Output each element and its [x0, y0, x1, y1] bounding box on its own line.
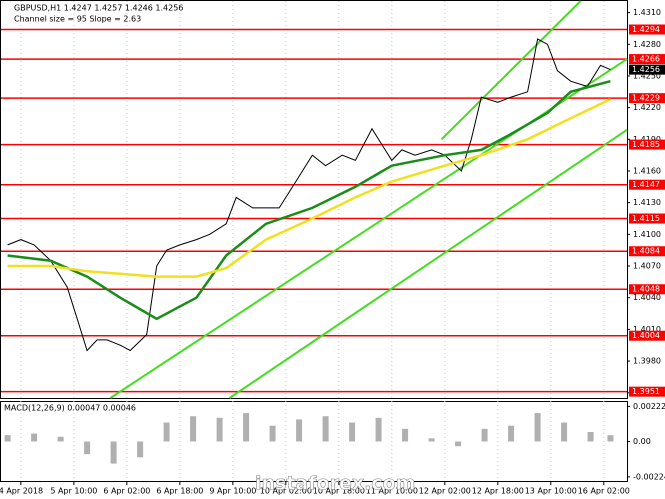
x-tick-label: 13 Apr 10:00 — [525, 487, 577, 496]
macd-bar — [190, 416, 197, 442]
level-box — [629, 330, 665, 341]
x-tick-label: 5 Apr 10:00 — [50, 487, 97, 496]
macd-bar — [110, 441, 117, 464]
level-box — [629, 179, 665, 190]
current-price-box — [629, 64, 665, 75]
x-tick-label: 16 Apr 02:00 — [578, 487, 630, 496]
level-label: 1.4266 — [632, 55, 660, 64]
price-line — [7, 38, 611, 352]
price-line — [7, 79, 611, 321]
macd-bar — [137, 441, 144, 458]
macd-bar — [322, 416, 329, 442]
y-tick-label: 0.00222 — [633, 402, 665, 411]
x-tick-label: 11 Apr 10:00 — [366, 487, 418, 496]
chart-title: GBPUSD,H1 1.4247 1.4257 1.4246 1.4256 — [14, 4, 183, 13]
y-tick-label: 1.4130 — [633, 198, 661, 207]
x-tick-label: 6 Apr 02:00 — [103, 487, 150, 496]
x-tick-label: 12 Apr 02:00 — [419, 487, 471, 496]
y-tick-label: 1.4070 — [633, 262, 661, 271]
y-tick-label: 0.00 — [633, 437, 651, 446]
macd-bar — [375, 417, 382, 442]
current-price-label: 1.4256 — [632, 65, 660, 74]
macd-bar — [508, 425, 515, 442]
level-label: 1.4048 — [632, 285, 660, 294]
macd-bar — [84, 441, 91, 455]
y-tick-label: 1.4190 — [633, 135, 661, 144]
y-tick-label: 1.4310 — [633, 8, 661, 17]
level-box — [629, 93, 665, 104]
macd-title: MACD(12,26,9) 0.00047 0.00046 — [4, 404, 136, 413]
level-box — [629, 284, 665, 295]
y-tick-label: 1.4010 — [633, 325, 661, 334]
level-box — [629, 24, 665, 35]
x-tick-label: 12 Apr 18:00 — [472, 487, 524, 496]
level-box — [629, 213, 665, 224]
macd-bar — [607, 435, 614, 442]
macd-bar — [243, 413, 250, 442]
y-tick-label: 1.4160 — [633, 166, 661, 175]
macd-bar — [57, 436, 64, 442]
y-tick-label: -0.00224 — [633, 472, 665, 481]
macd-bar — [349, 422, 356, 442]
macd-bar — [402, 428, 409, 442]
macd-bar — [4, 435, 11, 442]
macd-bar — [481, 428, 488, 442]
macd-frame — [0, 401, 628, 482]
channel-line — [440, 0, 582, 141]
macd-bar — [428, 438, 435, 442]
x-tick-label: 4 Apr 2018 — [0, 487, 43, 496]
macd-bar — [561, 422, 568, 442]
x-tick-label: 10 Apr 18:00 — [313, 487, 365, 496]
x-tick-label: 10 Apr 02:00 — [260, 487, 312, 496]
level-box — [629, 139, 665, 150]
macd-bar — [31, 433, 38, 442]
chart-subtitle: Channel size = 95 Slope = 2.63 — [14, 15, 141, 24]
y-tick-label: 1.4250 — [633, 71, 661, 80]
level-box — [629, 54, 665, 65]
level-label: 1.4084 — [632, 247, 660, 256]
macd-bar — [216, 417, 223, 442]
macd-bar — [534, 413, 541, 442]
level-label: 1.4229 — [632, 94, 660, 103]
level-label: 1.4147 — [632, 180, 660, 189]
y-tick-label: 1.4220 — [633, 103, 661, 112]
x-tick-label: 6 Apr 18:00 — [156, 487, 203, 496]
level-label: 1.4115 — [632, 214, 660, 223]
y-tick-label: 1.3980 — [633, 357, 661, 366]
level-label: 1.4185 — [632, 140, 660, 149]
level-label: 1.4004 — [632, 331, 660, 340]
channel-line — [228, 128, 628, 399]
macd-bar — [587, 432, 594, 442]
level-box — [629, 246, 665, 257]
price-line — [7, 98, 611, 278]
macd-bar — [296, 419, 303, 442]
y-tick-label: 1.4280 — [633, 40, 661, 49]
macd-bar — [163, 422, 170, 442]
macd-bar — [455, 441, 462, 447]
x-tick-label: 9 Apr 10:00 — [209, 487, 256, 496]
level-box — [629, 386, 665, 397]
y-tick-label: 1.4100 — [633, 230, 661, 239]
level-label: 1.4294 — [632, 25, 660, 34]
watermark: instaforex.com — [255, 473, 415, 495]
level-label: 1.3951 — [632, 387, 660, 396]
macd-bar — [269, 425, 276, 442]
y-tick-label: 1.4040 — [633, 293, 661, 302]
